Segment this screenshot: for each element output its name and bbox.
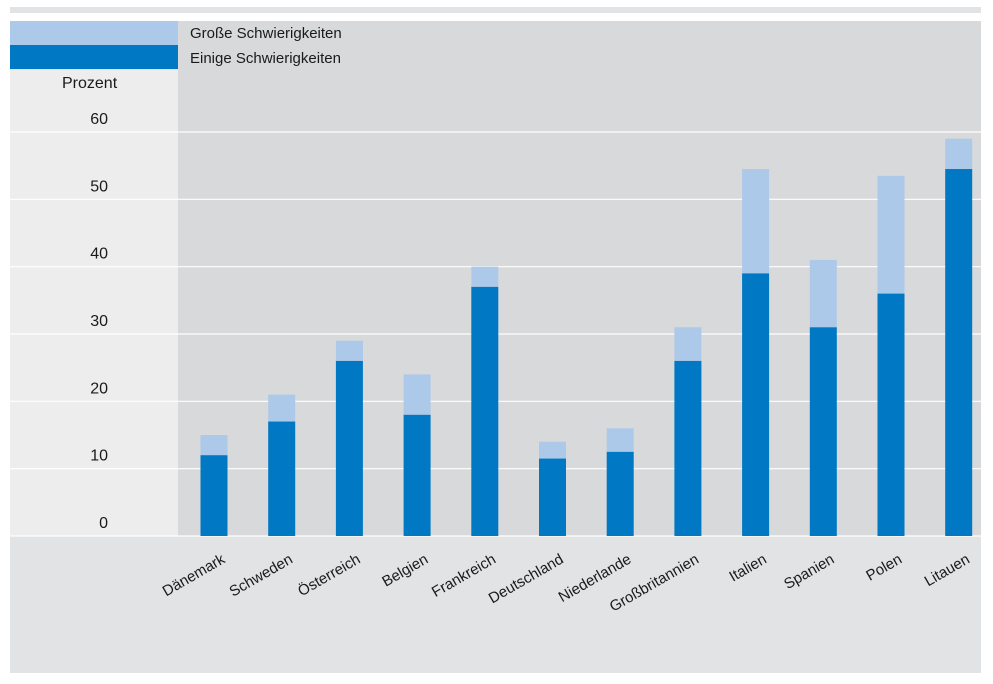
bar-einige-schwierigkeiten bbox=[200, 455, 228, 536]
bar-einige-schwierigkeiten bbox=[606, 451, 634, 536]
y-tick-label: 30 bbox=[90, 313, 108, 330]
y-tick-label: 20 bbox=[90, 380, 108, 397]
bar-einige-schwierigkeiten bbox=[471, 286, 499, 536]
y-tick-label: 60 bbox=[90, 111, 108, 128]
bar-grosse-schwierigkeiten bbox=[809, 259, 837, 328]
x-category-label: Litauen bbox=[922, 551, 973, 590]
bar-einige-schwierigkeiten bbox=[335, 360, 363, 536]
y-tick-label: 50 bbox=[90, 178, 108, 195]
x-category-label: Dänemark bbox=[160, 550, 229, 600]
bar-grosse-schwierigkeiten bbox=[742, 169, 770, 274]
bar-grosse-schwierigkeiten bbox=[945, 138, 973, 170]
bar-grosse-schwierigkeiten bbox=[471, 266, 499, 287]
bar-einige-schwierigkeiten bbox=[268, 421, 296, 536]
bar-einige-schwierigkeiten bbox=[674, 360, 702, 536]
bar-einige-schwierigkeiten bbox=[809, 327, 837, 536]
plot-area bbox=[178, 21, 981, 536]
y-tick-label: 0 bbox=[99, 515, 108, 532]
bar-grosse-schwierigkeiten bbox=[335, 340, 363, 361]
legend-swatch-einige bbox=[10, 45, 178, 69]
x-category-label: Österreich bbox=[294, 550, 363, 600]
y-axis-unit: Prozent bbox=[62, 75, 118, 92]
bar-grosse-schwierigkeiten bbox=[200, 435, 228, 456]
top-divider bbox=[10, 7, 981, 13]
bar-einige-schwierigkeiten bbox=[877, 293, 905, 536]
x-category-label: Schweden bbox=[227, 551, 296, 601]
x-category-label: Polen bbox=[863, 551, 905, 585]
bar-einige-schwierigkeiten bbox=[539, 458, 566, 536]
y-tick-label: 10 bbox=[90, 448, 108, 465]
bar-grosse-schwierigkeiten bbox=[539, 441, 566, 459]
legend-swatch-grosse bbox=[10, 21, 178, 45]
bar-einige-schwierigkeiten bbox=[742, 273, 770, 536]
axis-label-panel bbox=[10, 70, 178, 536]
bar-grosse-schwierigkeiten bbox=[403, 374, 431, 415]
bar-grosse-schwierigkeiten bbox=[674, 327, 702, 361]
y-tick-label: 40 bbox=[90, 246, 108, 263]
bar-grosse-schwierigkeiten bbox=[606, 428, 634, 452]
x-category-label: Deutschland bbox=[486, 551, 567, 607]
legend-label-einige: Einige Schwierigkeiten bbox=[190, 50, 341, 67]
bar-einige-schwierigkeiten bbox=[403, 414, 431, 536]
x-category-label: Belgien bbox=[379, 551, 431, 591]
bar-einige-schwierigkeiten bbox=[945, 169, 973, 537]
x-category-label: Spanien bbox=[781, 551, 837, 593]
bar-grosse-schwierigkeiten bbox=[877, 175, 905, 294]
x-category-label: Italien bbox=[726, 551, 769, 586]
bar-grosse-schwierigkeiten bbox=[268, 394, 296, 422]
legend-label-grosse: Große Schwierigkeiten bbox=[190, 25, 342, 42]
